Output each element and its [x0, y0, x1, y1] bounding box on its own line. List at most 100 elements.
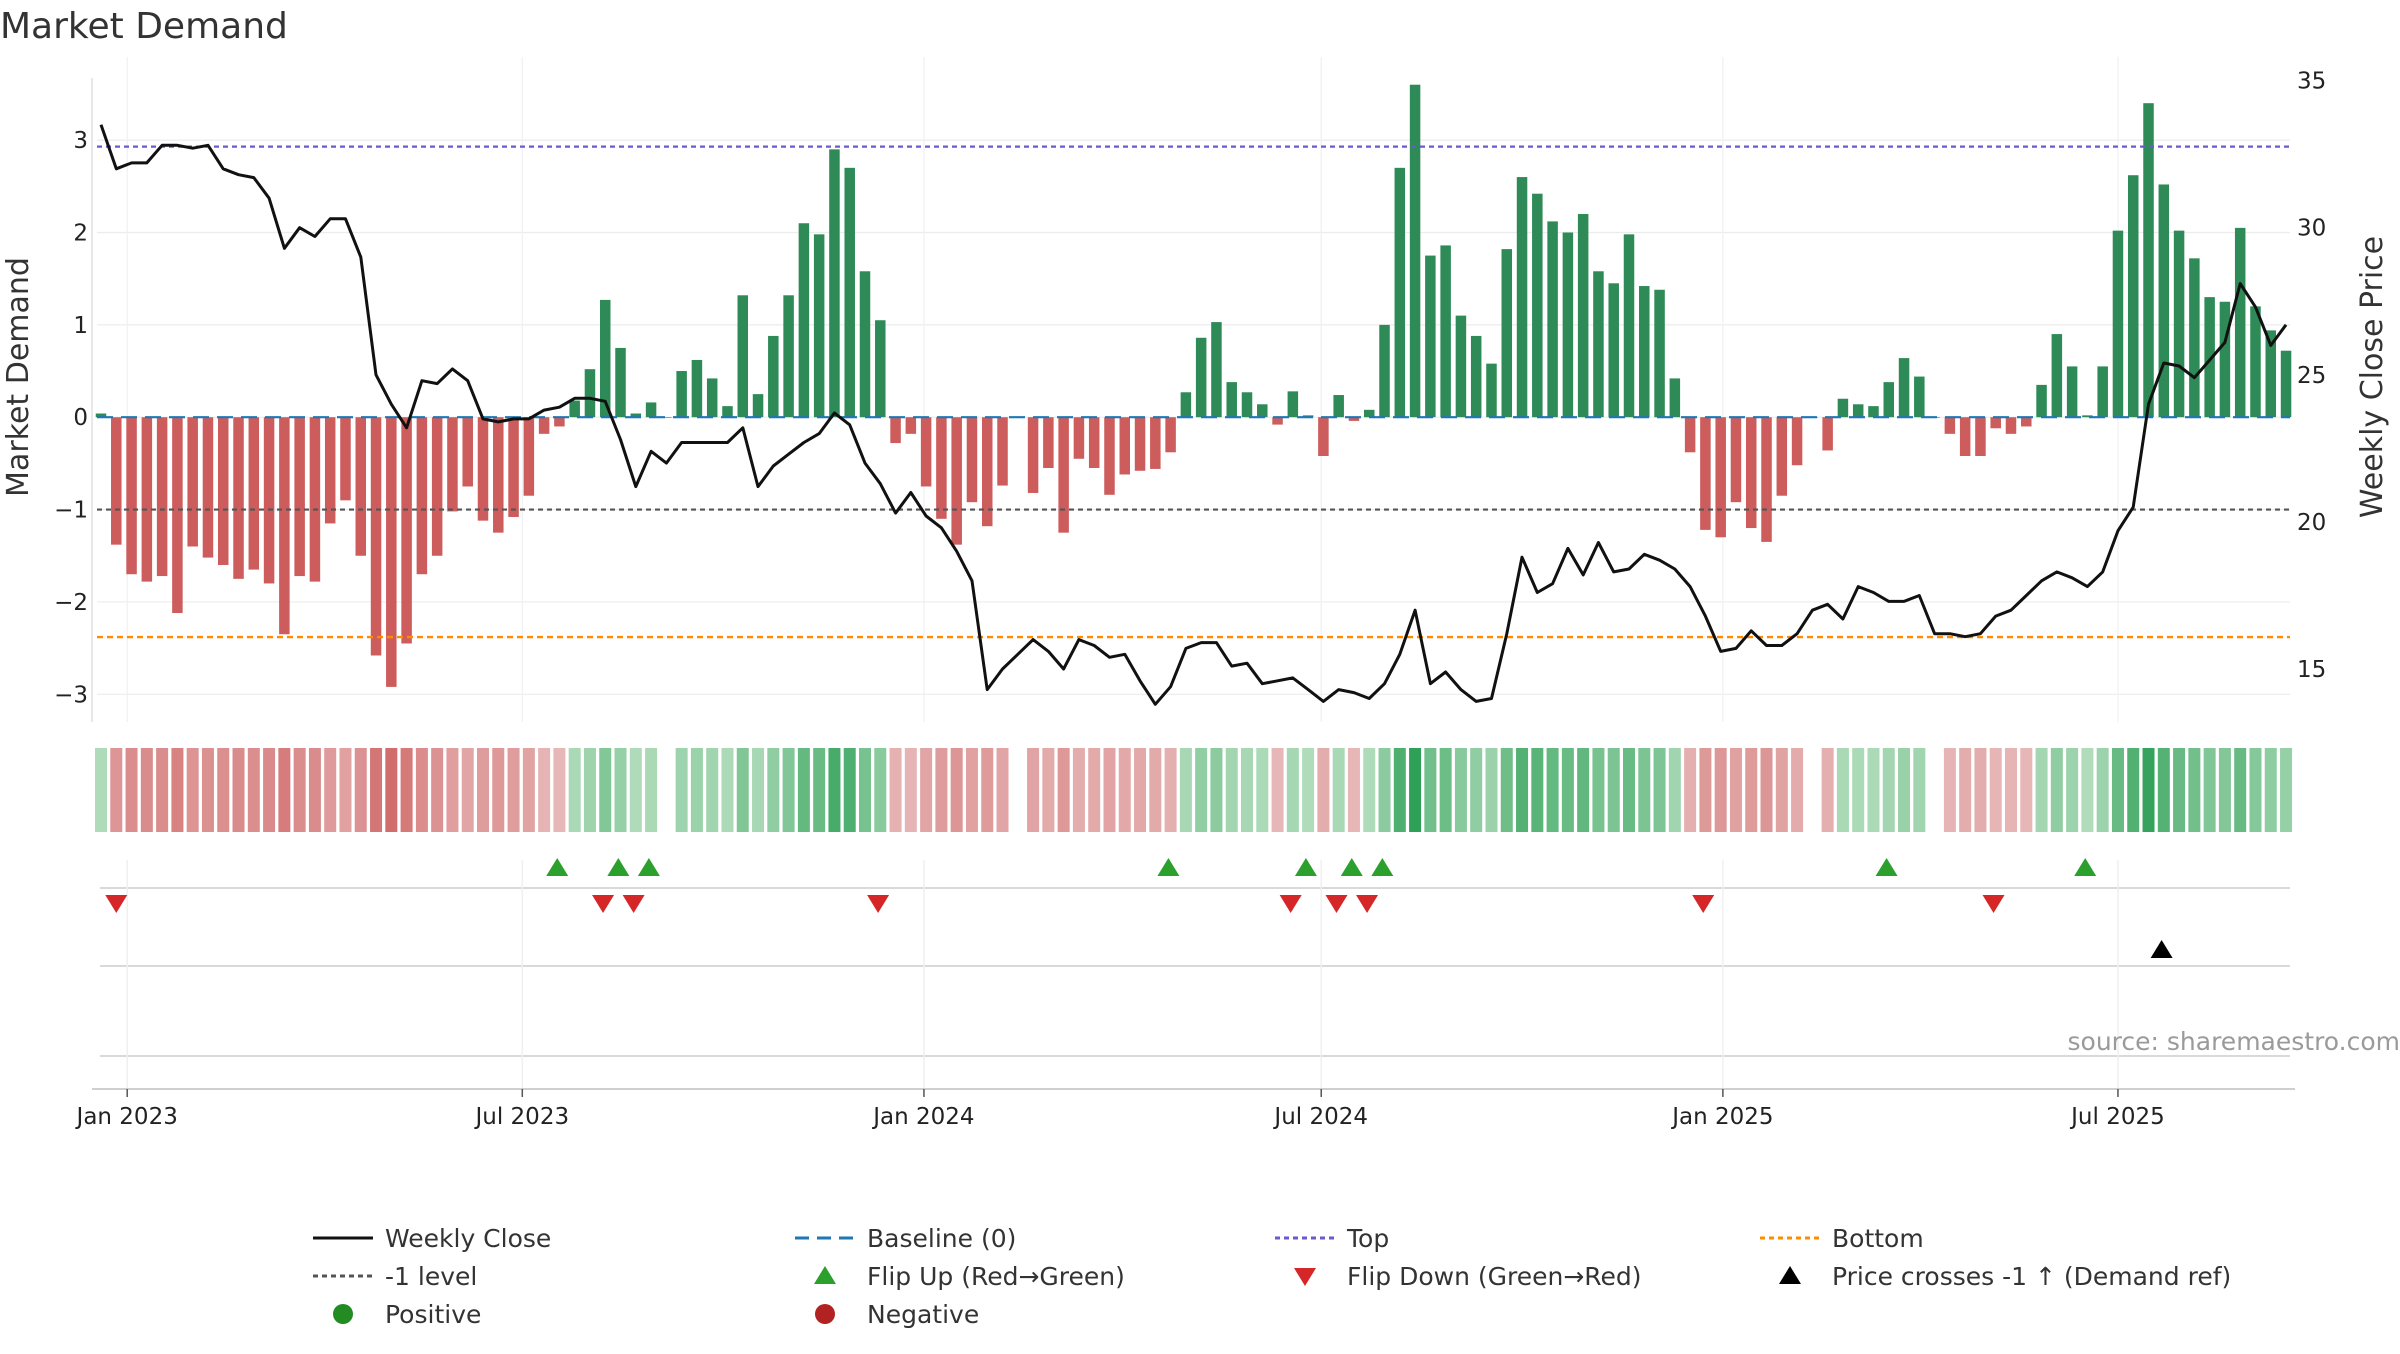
demand-bar	[738, 295, 749, 417]
demand-bar	[722, 406, 733, 417]
heat-cell	[2249, 748, 2261, 832]
demand-bar	[1975, 417, 1986, 456]
demand-bar	[1945, 417, 1956, 434]
heat-cell	[278, 748, 290, 832]
flip-down-marker	[105, 895, 127, 913]
heat-cell	[1394, 748, 1406, 832]
demand-bar	[2220, 302, 2231, 417]
demand-bar	[1792, 417, 1803, 465]
demand-bar	[1990, 417, 2001, 428]
demand-bar	[2097, 366, 2108, 417]
demand-bar	[294, 417, 305, 576]
demand-bar	[860, 271, 871, 417]
legend-label: Negative	[867, 1300, 979, 1329]
legend-label: Flip Down (Green→Red)	[1347, 1262, 1642, 1291]
demand-bar	[1547, 221, 1558, 417]
heat-cell	[737, 748, 749, 832]
heat-cell	[1531, 748, 1543, 832]
y2-tick-label: 35	[2297, 69, 2326, 95]
heat-cell	[2051, 748, 2063, 832]
heat-cell	[890, 748, 902, 832]
heat-cell	[171, 748, 183, 832]
heat-cell	[446, 748, 458, 832]
heat-cell	[1042, 748, 1054, 832]
heat-cell	[2036, 748, 2048, 832]
demand-bar	[1104, 417, 1115, 495]
demand-bar	[1853, 404, 1864, 417]
heat-cell	[156, 748, 168, 832]
legend-label: -1 level	[385, 1262, 477, 1291]
demand-bar	[1226, 382, 1237, 417]
demand-bar	[371, 417, 382, 655]
heat-cell	[1256, 748, 1268, 832]
heat-cell	[1592, 748, 1604, 832]
heat-cell	[615, 748, 627, 832]
heat-cell	[309, 748, 321, 832]
demand-bar	[340, 417, 351, 500]
y2-tick-label: 30	[2297, 216, 2326, 242]
legend-item: Baseline (0)	[795, 1224, 1016, 1253]
heat-cell	[1638, 748, 1650, 832]
demand-bar	[493, 417, 504, 532]
heat-cell	[798, 748, 810, 832]
demand-bar	[2021, 417, 2032, 426]
demand-bar	[2113, 231, 2124, 418]
heat-cell	[1852, 748, 1864, 832]
legend-swatch	[333, 1304, 353, 1324]
demand-bar	[646, 402, 657, 417]
y2-tick-label: 20	[2297, 510, 2326, 536]
demand-bar	[829, 149, 840, 417]
heat-cell	[813, 748, 825, 832]
heat-cell	[2265, 748, 2277, 832]
demand-bar	[1838, 399, 1849, 417]
heat-cell	[783, 748, 795, 832]
demand-bar	[707, 378, 718, 417]
price-line-layer	[101, 125, 2286, 705]
demand-bar	[585, 369, 596, 417]
demand-bar	[1960, 417, 1971, 456]
demand-bar	[1777, 417, 1788, 496]
heat-cell	[1470, 748, 1482, 832]
heat-cell	[1577, 748, 1589, 832]
demand-bar	[921, 417, 932, 486]
demand-bar	[615, 348, 626, 417]
heat-cell	[1654, 748, 1666, 832]
demand-bar	[1593, 271, 1604, 417]
demand-bar	[1486, 364, 1497, 418]
demand-bar	[233, 417, 244, 579]
heat-cell	[355, 748, 367, 832]
flip-up-marker	[546, 858, 568, 876]
heat-cell	[997, 748, 1009, 832]
source-credit: source: sharemaestro.com	[2068, 1027, 2400, 1056]
demand-bar	[1058, 417, 1069, 532]
demand-bar	[554, 417, 565, 426]
heat-cell	[905, 748, 917, 832]
demand-bar	[692, 360, 703, 417]
flip-up-marker	[1157, 858, 1179, 876]
heat-cell	[1791, 748, 1803, 832]
demand-bar	[676, 371, 687, 417]
heat-cell	[401, 748, 413, 832]
heat-cell	[2112, 748, 2124, 832]
x-tick-label: Jan 2025	[1670, 1104, 1773, 1130]
demand-bar	[1410, 85, 1421, 418]
heat-cell	[2158, 748, 2170, 832]
demand-bar	[783, 295, 794, 417]
heat-cell	[126, 748, 138, 832]
heat-cell	[492, 748, 504, 832]
demand-bar	[1670, 378, 1681, 417]
demand-bar	[814, 234, 825, 417]
heat-cell	[1501, 748, 1513, 832]
demand-bar	[1899, 358, 1910, 417]
demand-bar	[1700, 417, 1711, 530]
heat-cell	[1379, 748, 1391, 832]
heat-cell	[416, 748, 428, 832]
demand-bar	[1746, 417, 1757, 528]
heat-cell	[141, 748, 153, 832]
demand-bar	[1333, 395, 1344, 417]
demand-bar	[1822, 417, 1833, 450]
legend-swatch	[1779, 1266, 1801, 1284]
heat-cell	[1363, 748, 1375, 832]
demand-bar	[172, 417, 183, 613]
flip-down-marker	[1280, 895, 1302, 913]
